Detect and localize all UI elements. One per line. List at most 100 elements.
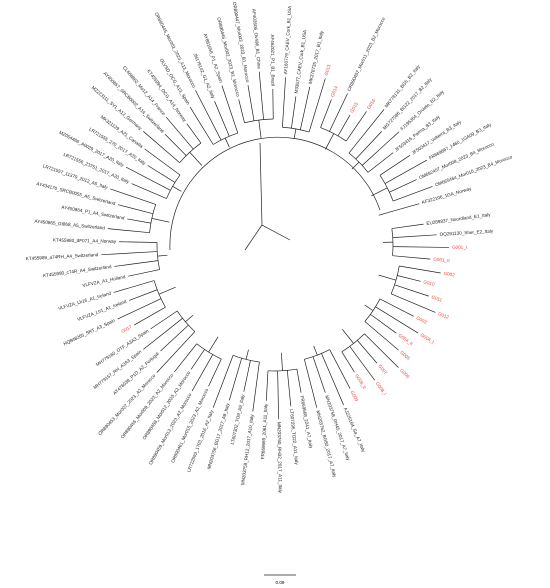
leaf-branch [389, 179, 417, 193]
branch [208, 336, 219, 353]
leaf-label: AF402606_Ov496_B1_China [251, 9, 261, 70]
leaf-branch [228, 358, 243, 401]
leaf-branch [174, 343, 198, 373]
leaf-branch [191, 354, 214, 392]
leaf-label: G001_II [433, 257, 450, 263]
leaf-label: G004_I [419, 332, 434, 344]
leaf-branch [165, 116, 194, 150]
leaf-branch [341, 351, 355, 373]
leaf-branch [367, 152, 394, 173]
leaf-label: KT455989_a74RH_A4_Switzerland [26, 252, 99, 261]
leaf-branch [150, 310, 178, 330]
leaf-label: AY160779_CAEV_Cork_B1_USA [283, 5, 292, 75]
leaf-branch [160, 324, 189, 352]
leaf-branch [247, 85, 255, 121]
branch [325, 133, 335, 150]
leaf-branch [388, 203, 420, 213]
branch [313, 345, 318, 356]
leaf-label: G016 [366, 98, 377, 110]
branch [258, 120, 262, 138]
leaf-branch [252, 361, 260, 412]
leaf-label: M33677_CAEV_Cork_B1_USA [294, 29, 308, 94]
leaf-label: G015 [349, 101, 359, 114]
leaf-branch [384, 159, 428, 184]
branch [293, 128, 297, 139]
leaf-branch [214, 101, 230, 137]
leaf-label: MK378735_2017_B1_Italy [308, 30, 325, 85]
leaf-label: G010 [423, 279, 436, 287]
leaf-branch [107, 228, 150, 234]
leaf-label: G009 [349, 390, 359, 403]
leaf-label: JF503417_Volterra_B3_Italy [411, 119, 463, 156]
leaf-label: EU289837_Noordland_E1_Italy [426, 212, 491, 226]
leaf-label: LT607296_TO22_A11_Italy [289, 409, 299, 466]
leaf-branch [110, 188, 156, 205]
branch [378, 212, 389, 216]
leaf-label: G008_I [375, 381, 388, 396]
leaf-label: G005 [399, 350, 411, 361]
leaf-branch [397, 275, 421, 282]
leaf-branch [355, 131, 383, 160]
leaf-branch [392, 186, 433, 202]
leaf-branch [364, 333, 399, 368]
leaf-branch [129, 289, 158, 301]
leaf-label: AF462021_P1_B1_Brazil [270, 34, 276, 86]
leaf-label: FR669667_1460_1GA09_B3_Italy [428, 122, 492, 161]
leaf-label: G007 [377, 364, 388, 376]
leaf-branch [348, 109, 385, 154]
leaf-branch [156, 331, 196, 373]
leaf-branch [221, 85, 239, 134]
leaf-branch [392, 234, 437, 238]
backbone [169, 136, 381, 576]
leaf-label: G002 [443, 271, 455, 278]
leaf-branch [143, 131, 180, 163]
leaf-branch [308, 78, 326, 133]
leaf-label: KF322106_1GA_Norway [421, 186, 472, 205]
leaf-label: G013 [323, 64, 331, 77]
leaf-label: MK321129_A21_Canada [100, 114, 145, 149]
leaf-branch [164, 134, 187, 156]
leaf-branch [212, 355, 234, 408]
leaf-label: AY450865_Gt868_A5_Switzerland [34, 219, 105, 231]
leaf-label: G006 [399, 368, 411, 380]
branch [172, 186, 182, 192]
leaf-branch [345, 111, 367, 142]
leaf-branch [243, 360, 251, 392]
leaf-branch [127, 218, 151, 224]
leaf-label: KT455990_c74R_A4_Switzerland [43, 264, 112, 278]
leaf-branch [291, 96, 297, 129]
leaf-branch [119, 241, 158, 243]
leaf-branch [277, 370, 279, 419]
leaf-branch [391, 223, 424, 229]
leaf-label: G004_II [397, 333, 413, 347]
leaf-branch [391, 293, 436, 313]
leaf-branch [392, 246, 449, 248]
leaf-branch [379, 155, 411, 176]
leaf-branch [364, 321, 399, 351]
leaf-label: OM665464_Mor010_2023_B4_Morocco [434, 154, 513, 187]
leaf-branch [117, 298, 162, 320]
branch [281, 352, 283, 371]
branch [378, 274, 397, 281]
leaf-branch [131, 183, 167, 199]
leaf-label: G008_II [354, 373, 367, 390]
leaf-branch [370, 314, 397, 334]
leaf-branch [143, 318, 183, 350]
leaf-label: G011 [431, 294, 443, 302]
scale-label: 0.09 [276, 580, 285, 585]
leaf-branch [114, 260, 159, 267]
leaf-label: G012 [437, 311, 450, 320]
leaf-branch [320, 99, 332, 128]
leaf-label: MN203760_RH32_2017_A11_Italy [276, 422, 282, 494]
branch [342, 329, 354, 344]
leaf-label: FR669669_2061_A11_Italy [260, 403, 268, 459]
leaf-branch [321, 353, 344, 406]
leaf-label: FR669668_2241_A7_Italy [299, 395, 313, 449]
leaf-branch [125, 166, 171, 191]
leaf-branch [394, 284, 429, 297]
branch [245, 349, 249, 360]
leaf-branch [349, 346, 375, 381]
branch [158, 286, 176, 295]
branch [185, 315, 194, 323]
leaf-branch [208, 358, 222, 387]
